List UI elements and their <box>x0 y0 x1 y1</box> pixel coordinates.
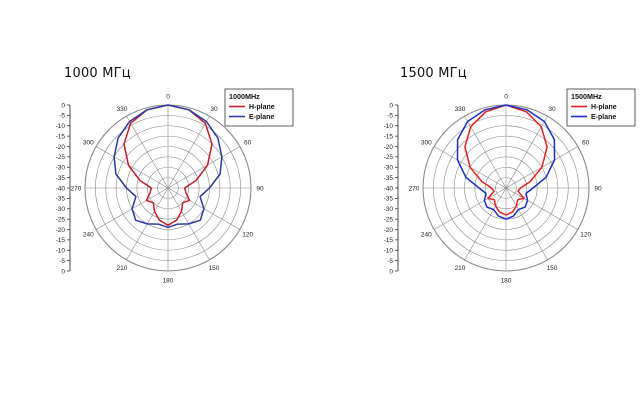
legend-box <box>224 88 294 127</box>
series-line-e-plane <box>456 104 556 220</box>
legend-title: 1000MHz <box>229 92 260 101</box>
angle-tick-label: 0 <box>504 94 508 101</box>
radial-tick-label: -35 <box>56 175 66 182</box>
radial-tick-label: -15 <box>384 133 394 140</box>
chart-panel-1500mhz: 1500 МГц 0 30 60 90 120 150 180 210 240 270 300 330… <box>320 0 640 420</box>
radial-tick-label: 0 <box>389 268 393 275</box>
series-line-h-plane <box>123 104 213 227</box>
radial-tick-label: -25 <box>56 216 66 223</box>
radial-tick-label: -40 <box>56 185 66 192</box>
legend-box <box>566 88 636 127</box>
angle-tick-label: 90 <box>594 186 602 193</box>
radial-tick-label: 0 <box>389 102 393 109</box>
radial-tick-label: -35 <box>384 196 394 203</box>
radial-tick-label: 0 <box>61 268 65 275</box>
grid-spoke <box>505 187 548 261</box>
legend: 1500MHz H-plane E-plane <box>566 88 636 127</box>
radial-tick-label: -30 <box>384 165 394 172</box>
angle-ticks: 0 30 60 90 120 150 180 210 240 270 300 330 <box>71 94 264 285</box>
angle-tick-label: 270 <box>409 186 420 193</box>
legend-label: E-plane <box>591 114 616 121</box>
polar-chart: 0 30 60 90 120 150 180 210 240 270 300 330 0 -5 -10 -15… <box>56 88 294 285</box>
radial-tick-label: -40 <box>384 185 394 192</box>
radial-tick-label: -30 <box>56 206 66 213</box>
radial-tick-label: -5 <box>59 258 65 265</box>
series-line-e-plane <box>113 104 223 229</box>
radial-tick-label: -10 <box>56 123 66 130</box>
angle-tick-label: 210 <box>455 265 466 272</box>
grid-spoke <box>433 187 507 230</box>
grid-spoke <box>167 146 241 189</box>
radial-tick-label: -20 <box>384 144 394 151</box>
angle-ticks: 0 30 60 90 120 150 180 210 240 270 300 330 <box>409 94 602 285</box>
radial-tick-label: -15 <box>384 237 394 244</box>
radial-tick-label: -20 <box>384 227 394 234</box>
angle-tick-label: 30 <box>210 106 218 113</box>
polar-chart: 0 30 60 90 120 150 180 210 240 270 300 330 0 -5 -10 -15… <box>384 88 636 285</box>
angle-tick-label: 60 <box>244 140 252 147</box>
grid-spoke <box>167 115 210 189</box>
angle-tick-label: 30 <box>548 106 556 113</box>
radial-tick-label: -10 <box>56 248 66 255</box>
legend-title: 1500MHz <box>571 92 602 101</box>
series-line-h-plane <box>464 104 548 216</box>
radial-tick-label: -20 <box>56 227 66 234</box>
radial-tick-label: -25 <box>384 154 394 161</box>
radial-axis: 0 -5 -10 -15 -20 -25 -30 -35 -40 -35 -30 -25 -20 -15 -… <box>56 102 71 275</box>
radial-tick-label: -25 <box>384 216 394 223</box>
radial-tick-label: -35 <box>384 175 394 182</box>
angle-tick-label: 60 <box>582 140 590 147</box>
angle-tick-label: 120 <box>242 232 253 239</box>
chart-title: 1000 МГц <box>64 66 131 81</box>
grid-spoke <box>95 146 169 189</box>
grid-spoke <box>126 115 169 189</box>
angle-tick-label: 300 <box>83 140 94 147</box>
legend-label: H-plane <box>591 104 617 111</box>
radial-tick-label: -5 <box>387 258 393 265</box>
radial-tick-label: 0 <box>61 102 65 109</box>
angle-tick-label: 0 <box>166 94 170 101</box>
angle-tick-label: 330 <box>117 106 128 113</box>
radial-tick-label: -35 <box>56 196 66 203</box>
angle-tick-label: 210 <box>117 265 128 272</box>
radial-axis: 0 -5 -10 -15 -20 -25 -30 -35 -40 -35 -30 -25 -20 -15 -… <box>384 102 399 275</box>
angle-tick-label: 90 <box>256 186 264 193</box>
angle-tick-label: 120 <box>580 232 591 239</box>
angle-tick-label: 240 <box>421 232 432 239</box>
polar-grid <box>422 104 590 272</box>
angle-tick-label: 330 <box>455 106 466 113</box>
radial-tick-label: -5 <box>59 113 65 120</box>
legend: 1000MHz H-plane E-plane <box>224 88 294 127</box>
grid-spoke <box>505 187 579 230</box>
radial-tick-label: -10 <box>384 248 394 255</box>
grid-spoke <box>505 115 548 189</box>
grid-spoke <box>464 187 507 261</box>
angle-tick-label: 180 <box>163 278 174 285</box>
radial-tick-label: -30 <box>56 165 66 172</box>
radial-tick-label: -25 <box>56 154 66 161</box>
polar-grid <box>84 104 252 272</box>
radial-tick-label: -15 <box>56 133 66 140</box>
angle-tick-label: 150 <box>209 265 220 272</box>
radial-tick-label: -30 <box>384 206 394 213</box>
legend-label: H-plane <box>249 104 275 111</box>
angle-tick-label: 240 <box>83 232 94 239</box>
radial-tick-label: -10 <box>384 123 394 130</box>
angle-tick-label: 270 <box>71 186 82 193</box>
grid-spoke <box>464 115 507 189</box>
angle-tick-label: 300 <box>421 140 432 147</box>
radial-tick-label: -15 <box>56 237 66 244</box>
angle-tick-label: 180 <box>501 278 512 285</box>
legend-label: E-plane <box>249 114 274 121</box>
chart-title: 1500 МГц <box>400 66 467 81</box>
radial-tick-label: -20 <box>56 144 66 151</box>
angle-tick-label: 150 <box>547 265 558 272</box>
chart-panel-1000mhz: 1000 МГц 0 30 60 90 120 150 180 210 240 270 300 330… <box>56 66 294 285</box>
radial-tick-label: -5 <box>387 113 393 120</box>
